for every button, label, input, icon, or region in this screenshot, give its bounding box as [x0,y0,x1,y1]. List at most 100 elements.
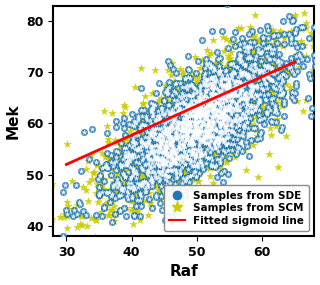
Point [228,86,233,91]
Point [247,65,252,70]
Point [182,129,187,134]
Samples from SCM [217,104,222,109]
Point [186,119,191,124]
Point [272,32,277,37]
Point [257,69,262,73]
Point [257,136,262,141]
Point [138,198,143,202]
Samples from SCM [248,122,253,127]
Point [238,53,244,58]
Point [135,113,140,118]
Point [252,62,257,67]
Samples from SCM [205,143,211,148]
Point [172,81,177,86]
Point [203,134,208,139]
Samples from SCM [139,152,144,157]
Point [193,154,198,158]
Samples from SCM [148,149,153,154]
Samples from SCM [234,86,239,90]
Samples from SCM [242,91,247,96]
Point [123,160,128,165]
Samples from SCM [166,127,172,132]
Point [173,190,178,194]
Point [203,140,208,145]
Samples from SCM [212,111,217,115]
Samples from SCM [208,139,213,143]
Point [269,120,274,125]
Samples from SCM [196,114,202,118]
Point [234,137,239,141]
Point [226,93,231,97]
Point [254,105,259,109]
Samples from SCM [187,139,192,144]
Point [210,87,215,92]
Point [263,81,268,86]
Point [281,99,286,103]
Point [271,57,276,62]
Point [175,123,180,127]
Point [260,71,265,76]
Samples from SCM [215,101,220,105]
Samples from SCM [153,155,158,160]
Samples from SCM [166,143,172,148]
Point [178,170,183,175]
Point [178,109,183,114]
Samples from SCM [164,154,169,158]
Point [248,82,253,87]
Point [113,159,118,163]
Point [161,163,166,168]
Samples from SCM [252,123,257,128]
Point [163,146,168,151]
Samples from SCM [252,137,257,142]
Samples from SCM [205,131,210,135]
Point [177,120,182,125]
Samples from SCM [118,139,123,144]
Samples from SCM [174,163,180,167]
Point [189,83,195,87]
Point [78,202,83,206]
Point [114,119,119,124]
Samples from SCM [143,141,148,145]
Samples from SCM [242,38,247,43]
Point [138,198,143,202]
Point [260,86,265,91]
Samples from SCM [179,147,184,152]
Point [205,156,211,161]
Point [217,121,222,125]
Point [230,94,235,98]
Point [209,115,214,120]
Samples from SCM [188,138,193,142]
Samples from SCM [223,63,228,68]
Point [172,89,177,93]
Point [175,136,180,140]
Point [194,120,199,125]
Point [204,124,210,129]
Samples from SCM [184,95,189,100]
Point [192,86,197,91]
Samples from SCM [203,137,208,142]
Point [151,154,156,159]
Samples from SCM [214,111,220,115]
Samples from SCM [218,103,223,107]
Point [152,132,157,136]
Samples from SCM [143,152,148,156]
Samples from SCM [161,166,166,170]
Point [192,155,197,160]
Point [180,122,185,127]
Point [258,68,263,73]
Point [180,142,185,146]
Samples from SCM [188,134,194,139]
Point [192,164,197,168]
Point [227,61,232,66]
Samples from SCM [227,107,232,111]
Samples from SCM [202,113,207,117]
Point [196,137,201,142]
Point [116,194,121,198]
Point [158,177,163,182]
Samples from SCM [123,166,128,170]
Samples from SCM [121,139,126,144]
Point [185,87,190,91]
Samples from SCM [204,97,209,101]
Point [187,179,192,184]
Point [158,184,164,188]
